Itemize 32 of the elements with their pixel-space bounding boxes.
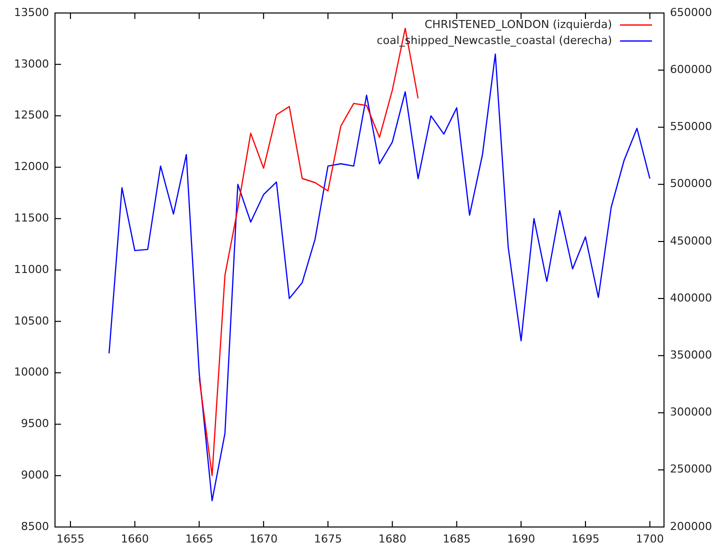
y2-tick-label: 200000 — [670, 520, 712, 533]
legend-label: CHRISTENED_LONDON (izquierda) — [424, 18, 612, 31]
y2-tick-label: 500000 — [670, 177, 712, 190]
x-tick-label: 1700 — [636, 532, 664, 546]
x-tick-label: 1655 — [56, 532, 84, 546]
x-tick-label: 1665 — [185, 532, 214, 546]
x-tick-label: 1685 — [442, 532, 471, 546]
y2-tick-label: 300000 — [670, 406, 712, 419]
y-tick-label: 12500 — [14, 108, 49, 122]
y-tick-label: 10000 — [14, 366, 49, 379]
y-tick-label: 9500 — [21, 417, 49, 430]
y-tick-label: 13000 — [14, 57, 49, 70]
y-tick-label: 11500 — [14, 211, 49, 224]
y2-tick-label: 400000 — [670, 291, 712, 304]
y-tick-label: 12000 — [14, 160, 49, 174]
x-tick-label: 1695 — [571, 532, 600, 546]
y2-tick-label: 600000 — [670, 62, 712, 76]
y2-tick-label: 650000 — [670, 6, 712, 19]
x-tick-label: 1675 — [314, 532, 342, 546]
y2-tick-label: 550000 — [670, 120, 712, 134]
y-tick-label: 13500 — [14, 6, 49, 19]
y-tick-label: 9000 — [21, 468, 49, 482]
x-tick-label: 1690 — [507, 532, 536, 546]
x-tick-label: 1680 — [378, 532, 406, 546]
y-tick-label: 10500 — [14, 314, 49, 328]
y-tick-label: 11000 — [14, 262, 49, 276]
y2-tick-label: 250000 — [670, 462, 712, 476]
x-tick-label: 1670 — [250, 532, 278, 546]
y2-tick-label: 450000 — [670, 234, 712, 248]
y2-tick-label: 350000 — [670, 348, 712, 362]
y-tick-label: 8500 — [21, 520, 49, 533]
x-tick-label: 1660 — [120, 532, 149, 546]
